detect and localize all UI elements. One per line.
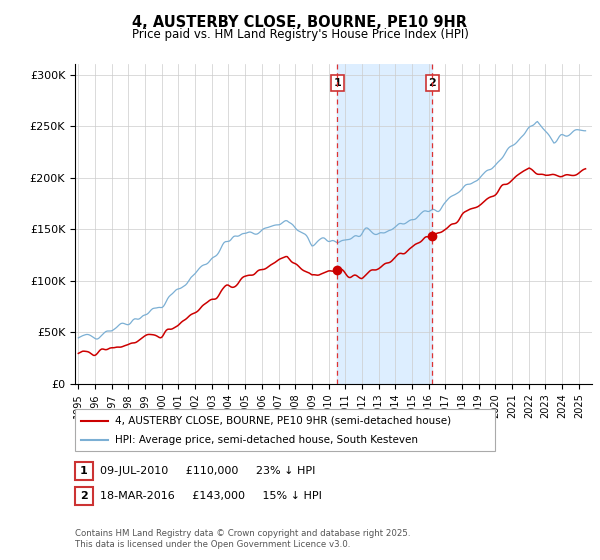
- Text: 4, AUSTERBY CLOSE, BOURNE, PE10 9HR (semi-detached house): 4, AUSTERBY CLOSE, BOURNE, PE10 9HR (sem…: [115, 416, 451, 426]
- Text: 2: 2: [80, 491, 88, 501]
- Bar: [337, 64, 432, 384]
- Text: 2: 2: [428, 78, 436, 88]
- Text: 1: 1: [334, 78, 341, 88]
- Text: 09-JUL-2010     £110,000     23% ↓ HPI: 09-JUL-2010 £110,000 23% ↓ HPI: [100, 466, 316, 476]
- Text: Contains HM Land Registry data © Crown copyright and database right 2025.
This d: Contains HM Land Registry data © Crown c…: [75, 529, 410, 549]
- Text: 1: 1: [80, 466, 88, 476]
- Text: HPI: Average price, semi-detached house, South Kesteven: HPI: Average price, semi-detached house,…: [115, 435, 418, 445]
- Text: 18-MAR-2016     £143,000     15% ↓ HPI: 18-MAR-2016 £143,000 15% ↓ HPI: [100, 491, 322, 501]
- Text: Price paid vs. HM Land Registry's House Price Index (HPI): Price paid vs. HM Land Registry's House …: [131, 28, 469, 41]
- Text: 4, AUSTERBY CLOSE, BOURNE, PE10 9HR: 4, AUSTERBY CLOSE, BOURNE, PE10 9HR: [133, 15, 467, 30]
